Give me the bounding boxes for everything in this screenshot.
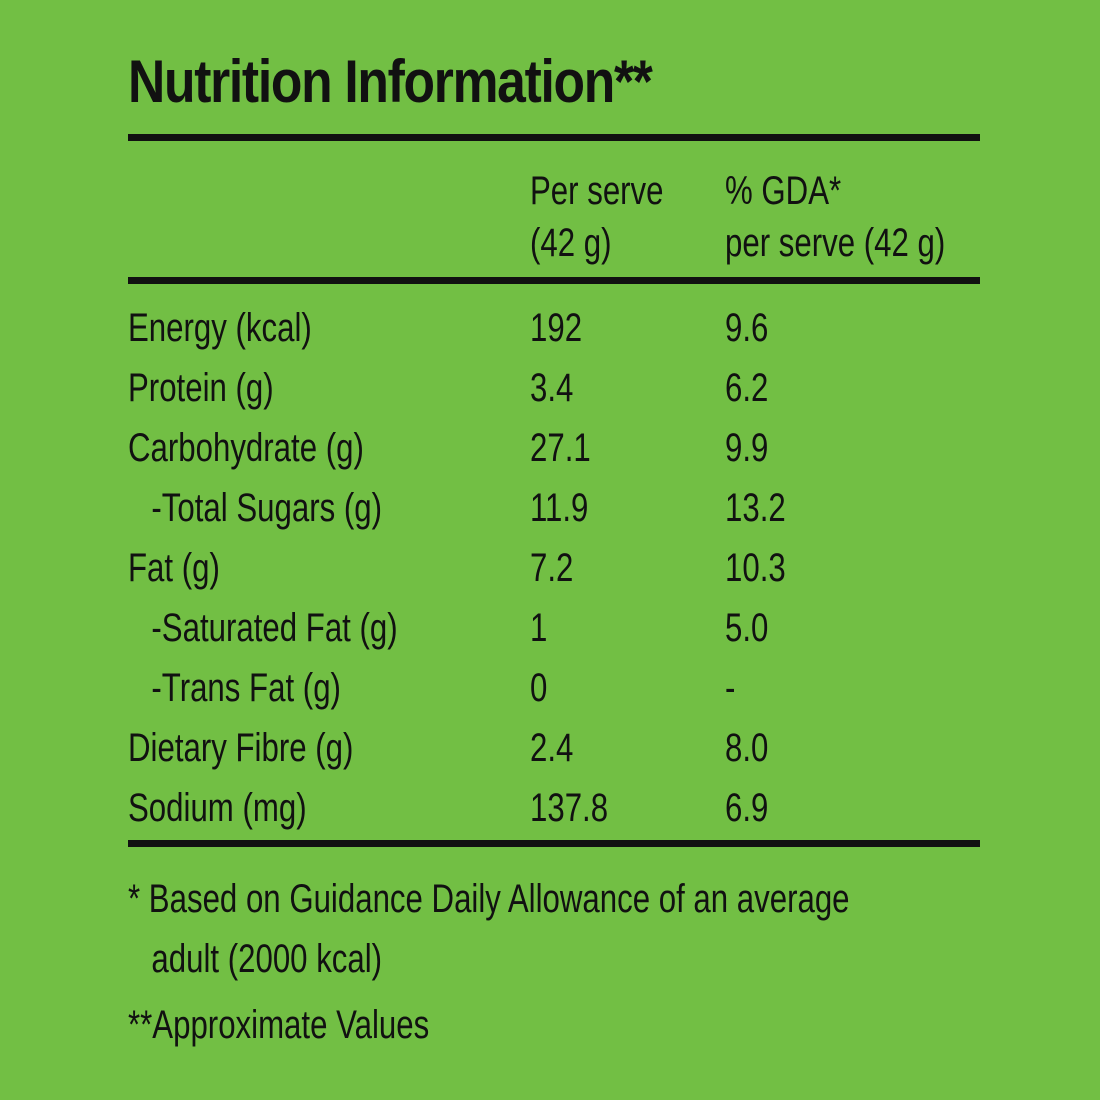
table-row: -Saturated Fat (g) 1 5.0 [128, 598, 980, 658]
gda-footnote-line2: adult (2000 kcal) [151, 937, 383, 981]
approx-footnote: **Approximate Values [128, 1003, 430, 1047]
per-serve-value: 11.9 [530, 486, 589, 530]
table-header: Per serve (42 g) % GDA* per serve (42 g) [128, 141, 980, 277]
nutrient-label: Fat (g) [128, 546, 220, 590]
nutrient-label: -Saturated Fat (g) [151, 606, 398, 650]
gda-value: 6.2 [725, 366, 769, 410]
gda-value: - [725, 666, 736, 710]
gda-footnote-line1: * Based on Guidance Daily Allowance of a… [128, 877, 850, 921]
gda-value: 9.6 [725, 306, 769, 350]
table-row: Dietary Fibre (g) 2.4 8.0 [128, 718, 980, 778]
table-row: Energy (kcal) 192 9.6 [128, 298, 980, 358]
header-divider [128, 277, 980, 284]
per-serve-value: 3.4 [530, 366, 574, 410]
table-row: -Trans Fat (g) 0 - [128, 658, 980, 718]
nutrient-label: Carbohydrate (g) [128, 426, 364, 470]
top-divider [128, 134, 980, 141]
gda-header: % GDA* per serve (42 g) [725, 165, 1007, 269]
per-serve-header: Per serve (42 g) [530, 165, 701, 269]
nutrient-label: Protein (g) [128, 366, 274, 410]
gda-header-line2: per serve (42 g) [725, 221, 946, 265]
nutrient-label: Sodium (mg) [128, 786, 307, 830]
per-serve-value: 0 [530, 666, 548, 710]
nutrient-table: Energy (kcal) 192 9.6 Protein (g) 3.4 6.… [128, 284, 980, 840]
per-serve-value: 7.2 [530, 546, 574, 590]
nutrient-label: Energy (kcal) [128, 306, 312, 350]
gda-value: 10.3 [725, 546, 786, 590]
nutrient-label: -Trans Fat (g) [151, 666, 341, 710]
gda-header-line1: % GDA* [725, 169, 842, 213]
per-serve-header-line1: Per serve [530, 169, 664, 213]
table-row: -Total Sugars (g) 11.9 13.2 [128, 478, 980, 538]
gda-value: 13.2 [725, 486, 786, 530]
per-serve-value: 137.8 [530, 786, 609, 830]
table-row: Fat (g) 7.2 10.3 [128, 538, 980, 598]
gda-value: 9.9 [725, 426, 769, 470]
gda-value: 5.0 [725, 606, 769, 650]
per-serve-value: 1 [530, 606, 548, 650]
nutrition-panel: Nutrition Information** Per serve (42 g)… [128, 40, 980, 1055]
per-serve-value: 27.1 [530, 426, 591, 470]
table-row: Protein (g) 3.4 6.2 [128, 358, 980, 418]
bottom-divider [128, 840, 980, 847]
table-row: Sodium (mg) 137.8 6.9 [128, 778, 980, 838]
nutrient-label: Dietary Fibre (g) [128, 726, 354, 770]
gda-value: 8.0 [725, 726, 769, 770]
gda-value: 6.9 [725, 786, 769, 830]
per-serve-value: 2.4 [530, 726, 574, 770]
page-title: Nutrition Information** [128, 48, 653, 115]
per-serve-header-line2: (42 g) [530, 221, 612, 265]
per-serve-value: 192 [530, 306, 583, 350]
nutrient-label: -Total Sugars (g) [151, 486, 383, 530]
table-row: Carbohydrate (g) 27.1 9.9 [128, 418, 980, 478]
footnotes: * Based on Guidance Daily Allowance of a… [128, 869, 980, 1055]
